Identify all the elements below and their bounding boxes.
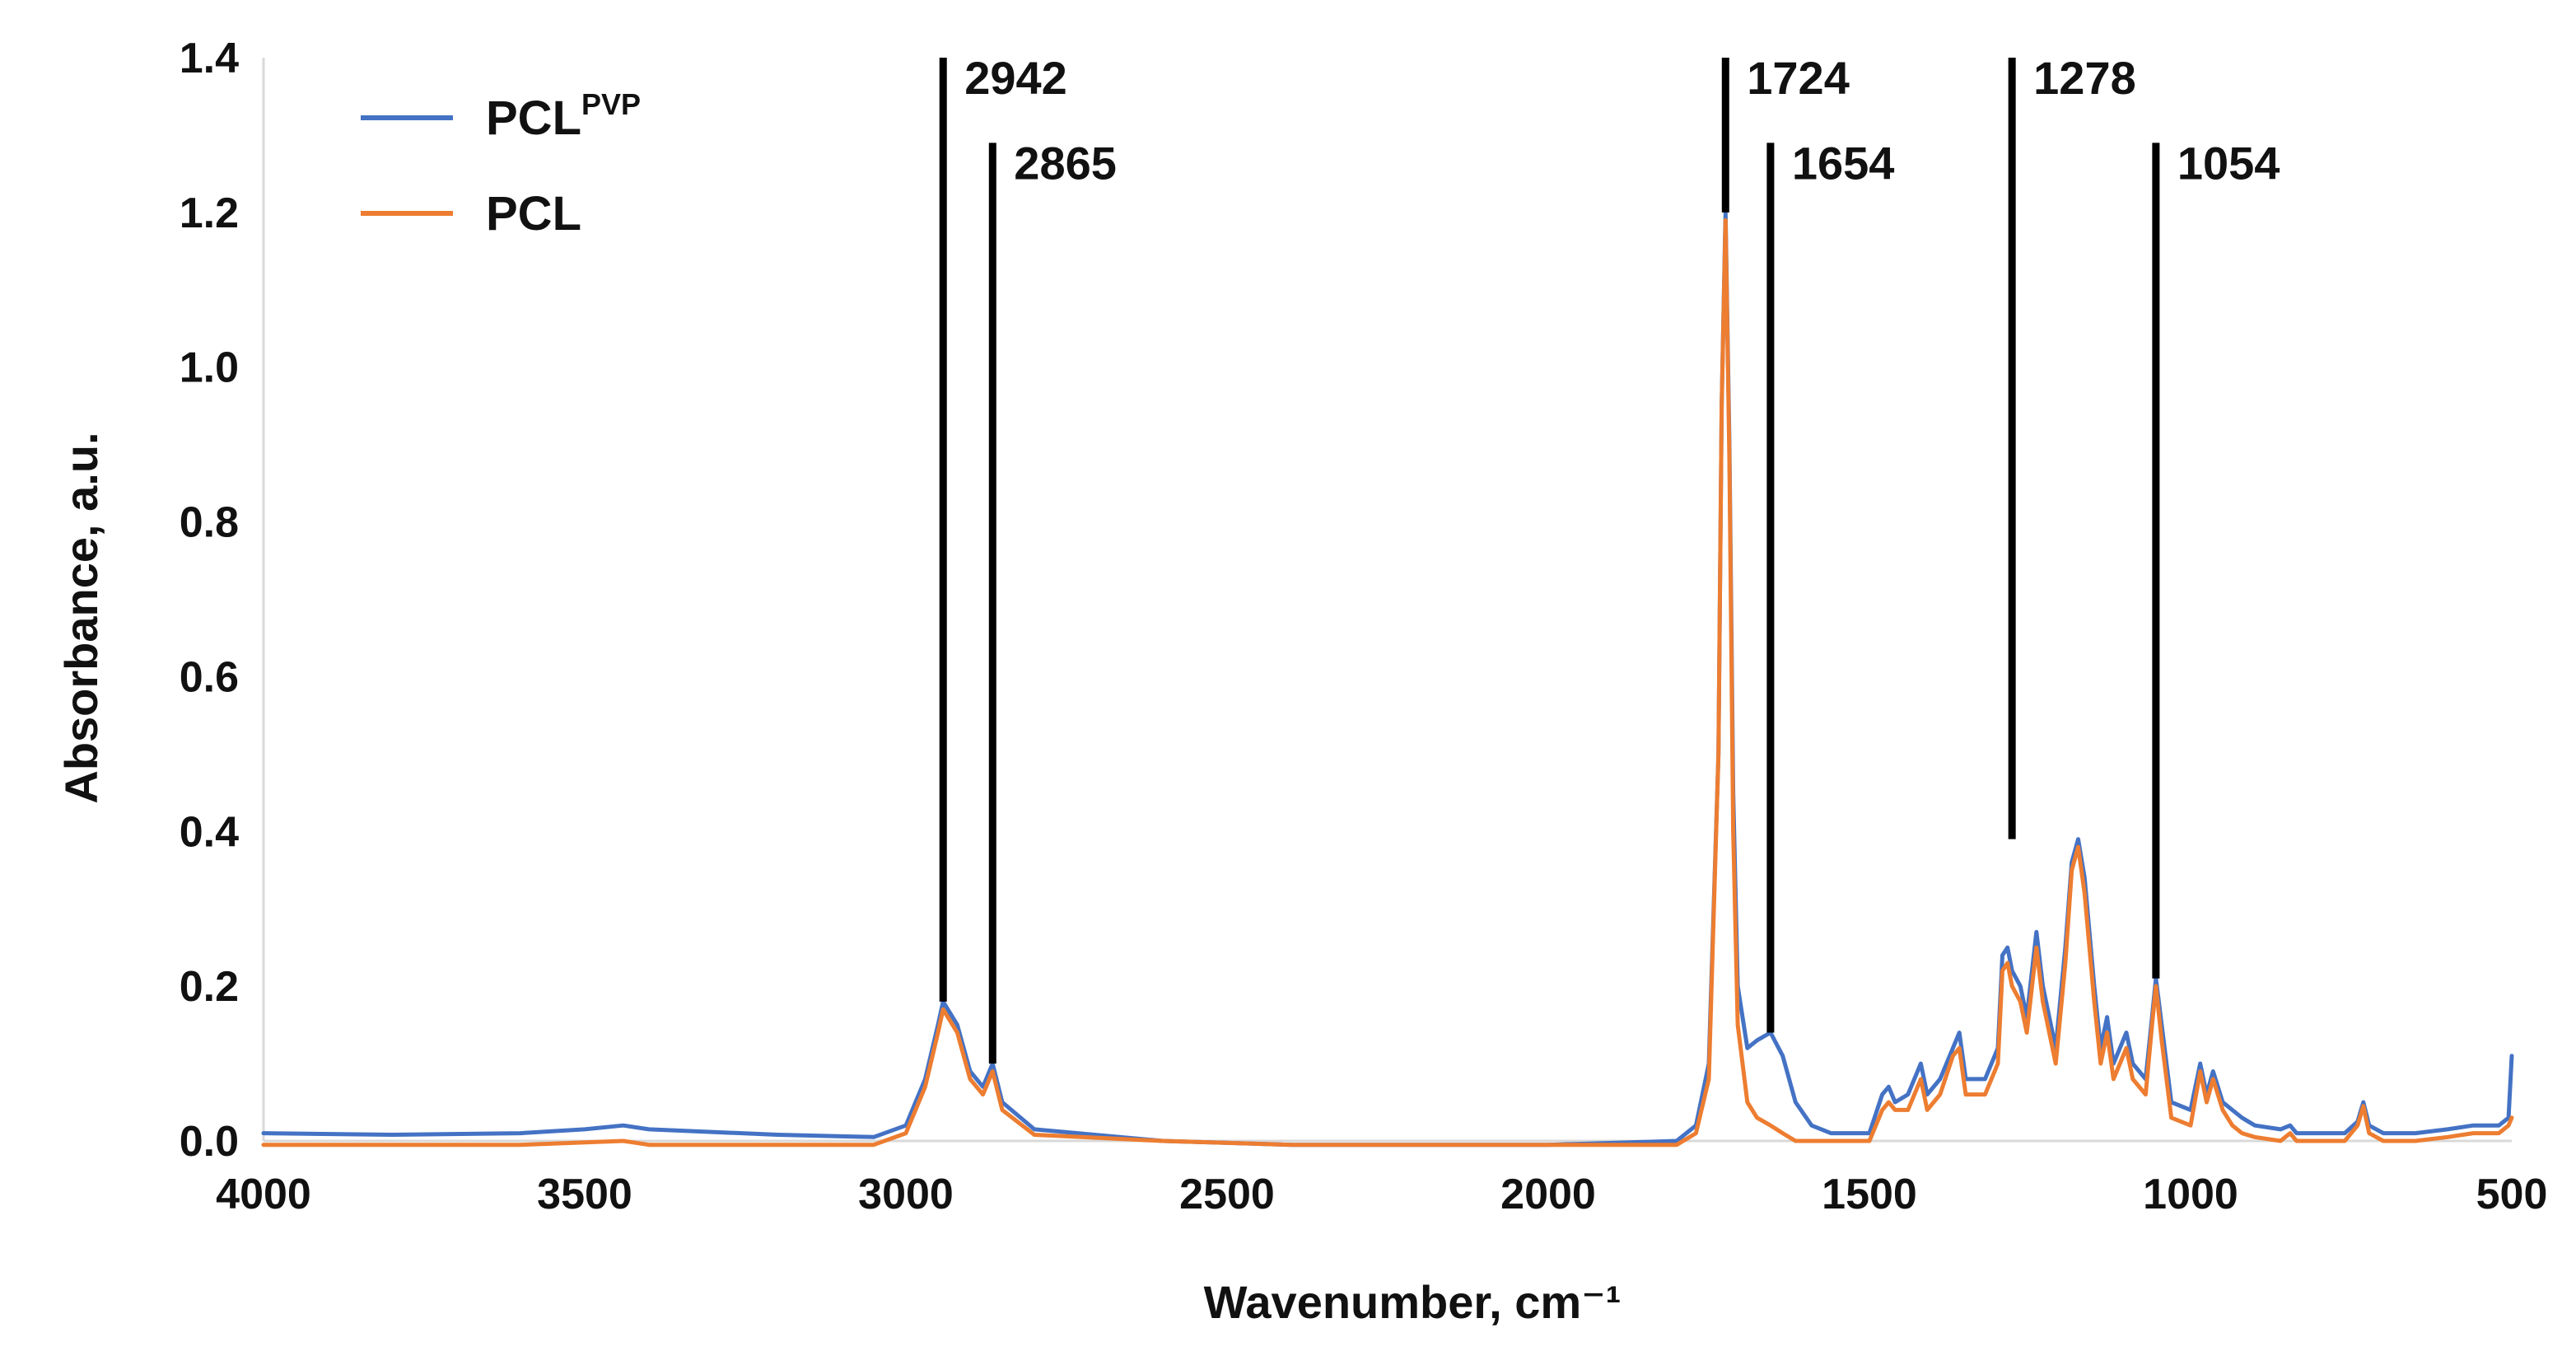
x-tick-label: 2500	[1179, 1171, 1275, 1218]
peak-label: 2942	[964, 52, 1067, 104]
legend-entry-pcl-pvp: PCLPVP	[361, 87, 641, 145]
legend-label-pcl-pvp: PCLPVP	[486, 87, 641, 145]
x-axis-title: Wavenumber, cm⁻¹	[1204, 1276, 1622, 1328]
x-tick-label: 1000	[2143, 1171, 2238, 1218]
x-tick-label: 4000	[216, 1171, 311, 1218]
x-tick-label: 2000	[1500, 1171, 1596, 1218]
peak-annotations: 2942 2865 1724 1654 1278 1054	[939, 52, 2280, 1064]
y-tick-label: 1.0	[180, 344, 239, 392]
legend-entry-pcl: PCL	[361, 187, 581, 241]
x-tick-label: 3000	[858, 1171, 954, 1218]
peak-label: 1724	[1747, 52, 1850, 104]
series-layer	[261, 210, 2514, 1148]
y-tick-label: 1.2	[180, 189, 239, 237]
y-tick-labels: 0.0 0.2 0.4 0.6 0.8 1.0 1.2 1.4	[180, 35, 239, 1166]
y-tick-label: 0.2	[180, 963, 239, 1011]
series-line-pcl-pvp	[261, 210, 2514, 1148]
peak-label: 2865	[1014, 137, 1117, 189]
y-tick-label: 1.4	[180, 35, 239, 82]
y-axis-title: Absorbance, a.u.	[55, 432, 107, 803]
y-tick-label: 0.8	[180, 499, 239, 547]
plot-area: 2942 2865 1724 1654 1278 1054	[261, 52, 2514, 1148]
peak-label: 1278	[2033, 52, 2136, 104]
x-tick-labels: 4000 3500 3000 2500 2000 1500 1000 500	[216, 1171, 2547, 1218]
x-tick-label: 500	[2476, 1171, 2548, 1218]
peak-label: 1654	[1792, 137, 1895, 189]
y-tick-label: 0.4	[180, 808, 239, 856]
x-tick-label: 3500	[537, 1171, 632, 1218]
y-tick-label: 0.6	[180, 653, 239, 701]
y-tick-label: 0.0	[180, 1118, 239, 1166]
peak-label: 1054	[2177, 137, 2280, 189]
legend: PCLPVP PCL	[361, 87, 641, 241]
series-line-pcl	[261, 217, 2514, 1148]
legend-label-pcl: PCL	[486, 187, 581, 241]
x-tick-label: 1500	[1822, 1171, 1917, 1218]
